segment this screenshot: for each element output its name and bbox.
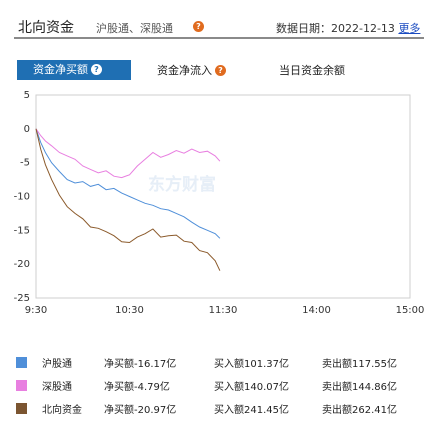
x-tick-label: 15:00	[396, 305, 425, 316]
north-fund-line-chart: 东方财富 5 0 -5 -10 -15 -20 -25 9:30 10:30 11:30 14:0…	[14, 90, 425, 316]
y-tick-label: -25	[14, 293, 30, 304]
legend-swatch	[16, 380, 27, 391]
legend-sell: 卖出额262.41亿	[322, 405, 397, 416]
x-tick-label: 14:00	[302, 305, 331, 316]
more-link[interactable]: 更多	[398, 22, 421, 35]
help-icon[interactable]: ?	[193, 21, 204, 32]
series-line-2	[35, 128, 221, 179]
y-tick-label: -10	[14, 192, 30, 203]
data-date-label: 数据日期：2022-12-13	[276, 22, 395, 35]
tab-net-buy-label: 资金净买额	[33, 63, 88, 76]
y-tick-label: -5	[20, 158, 30, 169]
header: 北向资金 沪股通、深股通 ? 数据日期：2022-12-13 更多	[0, 0, 448, 39]
tab-net-buy-help-icon[interactable]: ?	[91, 64, 102, 75]
legend-name: 深股通	[42, 382, 72, 393]
watermark: 东方财富	[148, 174, 216, 195]
legend-row-sh: 沪股通 净买额-16.17亿 买入额101.37亿 卖出额117.55亿	[0, 352, 448, 372]
tab-net-inflow[interactable]: 资金净流入?	[157, 62, 226, 80]
page-title: 北向资金	[18, 20, 74, 36]
legend-sell: 卖出额144.86亿	[322, 382, 397, 393]
legend-buy: 买入额140.07亿	[214, 382, 289, 393]
series-line-3	[35, 128, 221, 271]
header-divider	[14, 37, 424, 39]
legend-sell: 卖出额117.55亿	[322, 359, 397, 370]
legend-net-buy: 净买额-20.97亿	[104, 405, 177, 416]
legend-swatch	[16, 357, 27, 368]
legend-name: 北向资金	[42, 405, 82, 416]
legend-row-north: 北向资金 净买额-20.97亿 买入额241.45亿 卖出额262.41亿	[0, 398, 448, 418]
legend-buy: 买入额241.45亿	[214, 405, 289, 416]
legend-net-buy: 净买额-4.79亿	[104, 382, 170, 393]
legend-swatch	[16, 403, 27, 414]
data-date: 数据日期：2022-12-13 更多	[276, 20, 420, 36]
tab-daily-balance-label: 当日资金余额	[279, 64, 345, 77]
y-tick-label: -15	[14, 225, 30, 236]
series-line-1	[35, 128, 221, 239]
tab-daily-balance[interactable]: 当日资金余额	[279, 62, 345, 80]
y-tick-label: 5	[24, 90, 30, 101]
tab-net-inflow-help-icon[interactable]: ?	[215, 65, 226, 76]
tab-net-buy[interactable]: 资金净买额?	[17, 60, 131, 80]
y-tick-label: 0	[24, 124, 30, 135]
plot-area	[35, 94, 411, 299]
tab-bar: 资金净买额? 资金净流入? 当日资金余额	[0, 60, 448, 82]
legend-name: 沪股通	[42, 359, 72, 370]
page-subtitle: 沪股通、深股通	[96, 22, 173, 35]
x-tick-label: 10:30	[115, 305, 144, 316]
legend-buy: 买入额101.37亿	[214, 359, 289, 370]
x-tick-label: 9:30	[25, 305, 47, 316]
tab-net-inflow-label: 资金净流入	[157, 64, 212, 77]
x-tick-label: 11:30	[209, 305, 238, 316]
legend-row-sz: 深股通 净买额-4.79亿 买入额140.07亿 卖出额144.86亿	[0, 375, 448, 395]
legend-net-buy: 净买额-16.17亿	[104, 359, 177, 370]
y-tick-label: -20	[14, 259, 30, 270]
